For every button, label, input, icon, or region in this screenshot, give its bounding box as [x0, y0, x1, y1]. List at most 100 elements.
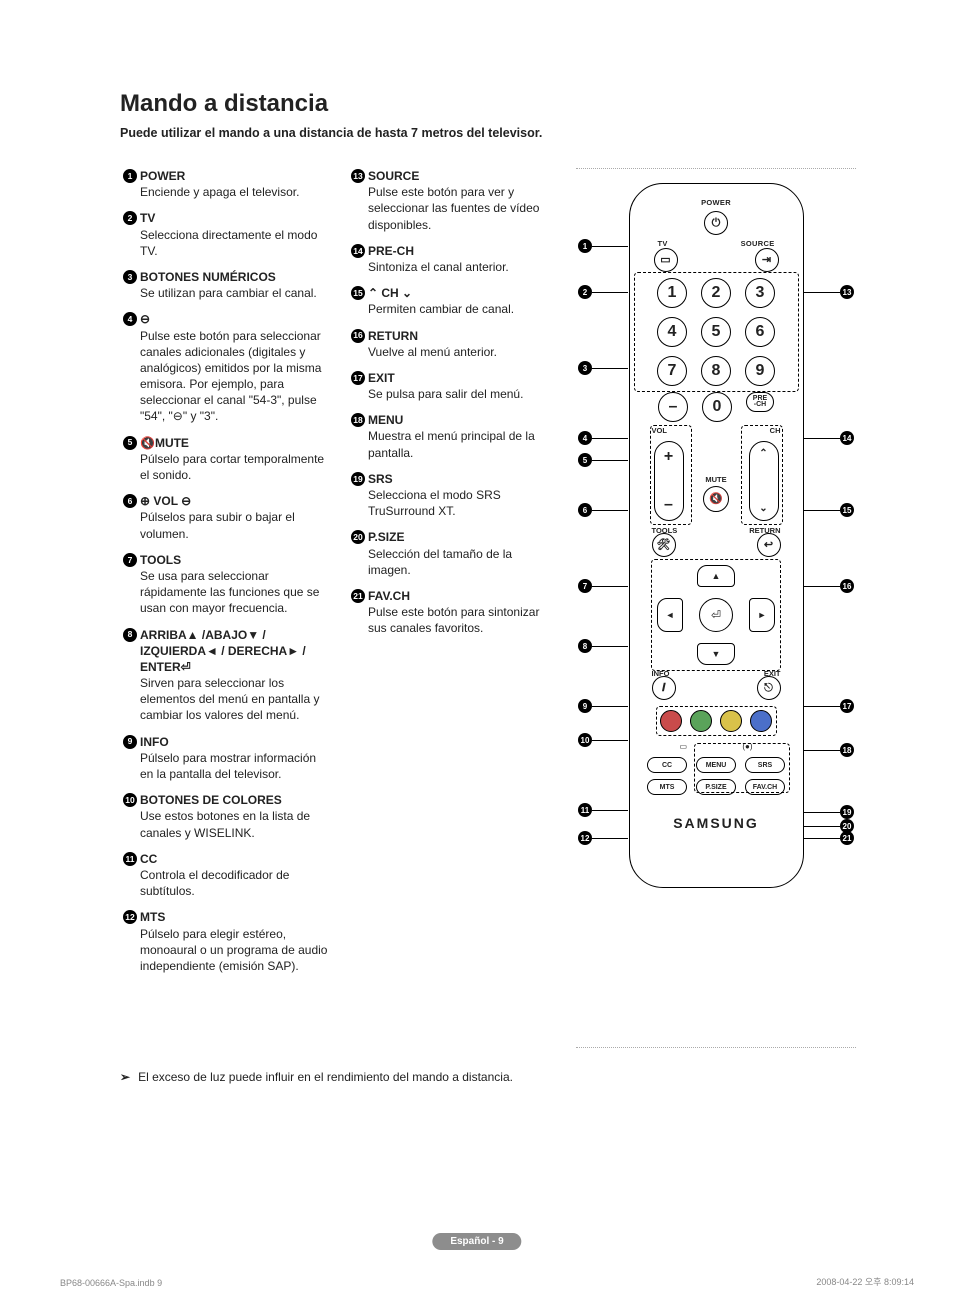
item-label: TV	[140, 211, 155, 225]
callout-7: 7	[578, 579, 592, 593]
exit-button[interactable]: ⎋	[757, 676, 781, 700]
item-desc: Permiten cambiar de canal.	[368, 302, 514, 316]
item-label: FAV.CH	[368, 589, 410, 603]
item-desc: Enciende y apaga el televisor.	[140, 185, 299, 199]
definition-item: 17EXITSe pulsa para salir del menú.	[348, 370, 548, 402]
source-button[interactable]: ⇥	[755, 248, 779, 272]
definition-item: 8 ARRIBA▲ /ABAJO▼ / IZQUIERDA◄ / DERECHA…	[120, 627, 330, 724]
leader-line	[592, 706, 628, 707]
power-button[interactable]: ⏻	[704, 211, 728, 235]
item-number: 17	[348, 370, 368, 386]
color-dashbox	[656, 706, 777, 736]
item-label: SRS	[368, 472, 393, 486]
leader-line	[804, 838, 840, 839]
menu-dashbox	[694, 743, 790, 793]
item-number: 4	[120, 311, 140, 327]
return-button[interactable]: ↩	[757, 533, 781, 557]
item-desc: Sirven para seleccionar los elementos de…	[140, 676, 319, 722]
item-label: ⊕ VOL ⊖	[140, 494, 191, 508]
item-desc: Púlselo para cortar temporalmente el son…	[140, 452, 324, 482]
item-label: ⊖	[140, 312, 150, 326]
brand-label: SAMSUNG	[640, 815, 793, 831]
definition-item: 3BOTONES NUMÉRICOSSe utilizan para cambi…	[120, 269, 330, 301]
leader-line	[804, 586, 840, 587]
definition-item: 14PRE-CHSintoniza el canal anterior.	[348, 243, 548, 275]
item-label: RETURN	[368, 329, 418, 343]
prech-button[interactable]: PRE-CH	[746, 392, 774, 412]
item-desc: Controla el decodificador de subtítulos.	[140, 868, 289, 898]
power-label: POWER	[640, 198, 793, 207]
info-button[interactable]: 𝒊	[652, 676, 676, 700]
callout-10: 10	[578, 733, 592, 747]
item-label: CC	[140, 852, 157, 866]
dpad-down[interactable]: ▼	[697, 643, 735, 665]
definition-item: 12MTSPúlselo para elegir estéreo, monoau…	[120, 909, 330, 974]
item-desc: Púlselo para mostrar información en la p…	[140, 751, 316, 781]
item-label: BOTONES DE COLORES	[140, 793, 282, 807]
dash-button[interactable]: –	[658, 392, 688, 422]
definition-item: 18MENUMuestra el menú principal de la pa…	[348, 412, 548, 461]
leader-line	[592, 438, 628, 439]
content-row: 1POWEREnciende y apaga el televisor.2TVS…	[120, 168, 894, 1048]
leader-line	[592, 368, 628, 369]
item-desc: Sintoniza el canal anterior.	[368, 260, 509, 274]
callout-14: 14	[840, 431, 854, 445]
cc-button[interactable]: CC	[647, 757, 687, 773]
page-subtitle: Puede utilizar el mando a una distancia …	[120, 126, 894, 140]
item-label: TOOLS	[140, 553, 181, 567]
dpad-left[interactable]: ◄	[657, 598, 683, 632]
item-desc: Se usa para seleccionar rápidamente las …	[140, 569, 319, 615]
item-desc: Se pulsa para salir del menú.	[368, 387, 523, 401]
callout-6: 6	[578, 503, 592, 517]
digit-0[interactable]: 0	[702, 392, 732, 422]
tools-button[interactable]: 🛠	[652, 533, 676, 557]
leader-line	[804, 706, 840, 707]
item-number: 21	[348, 588, 368, 604]
item-label: PRE-CH	[368, 244, 414, 258]
leader-line	[804, 438, 840, 439]
item-number: 5	[120, 435, 140, 451]
item-number: 6	[120, 493, 140, 509]
item-desc: Selecciona directamente el modo TV.	[140, 228, 317, 258]
item-desc: Pulse este botón para seleccionar canale…	[140, 329, 321, 424]
item-desc: Púlselos para subir o bajar el volumen.	[140, 510, 295, 540]
leader-line	[592, 838, 628, 839]
number-pad: 1 2 3 4 5 6 7 8 9	[640, 278, 793, 386]
callout-4: 4	[578, 431, 592, 445]
item-number: 8	[120, 627, 140, 643]
definition-item: 20P.SIZESelección del tamaño de la image…	[348, 529, 548, 578]
enter-button[interactable]: ⏎	[699, 598, 733, 632]
item-desc: Selección del tamaño de la imagen.	[368, 547, 512, 577]
item-number: 12	[120, 909, 140, 925]
note-text: El exceso de luz puede influir en el ren…	[138, 1070, 513, 1084]
leader-line	[804, 292, 840, 293]
definition-item: 1POWEREnciende y apaga el televisor.	[120, 168, 330, 200]
item-number: 11	[120, 851, 140, 867]
definition-item: 4⊖ Pulse este botón para seleccionar cana…	[120, 311, 330, 424]
source-label: SOURCE	[741, 239, 775, 248]
item-desc: Use estos botones en la lista de canales…	[140, 809, 310, 839]
remote-panel: POWER ⏻ TV SOURCE ▭ ⇥ 1 2 3 4	[576, 168, 856, 1048]
remote-body: POWER ⏻ TV SOURCE ▭ ⇥ 1 2 3 4	[629, 183, 804, 888]
item-label: MENU	[368, 413, 403, 427]
item-number: 15	[348, 285, 368, 301]
callout-18: 18	[840, 743, 854, 757]
callout-2: 2	[578, 285, 592, 299]
dpad-up[interactable]: ▲	[697, 565, 735, 587]
leader-line	[592, 810, 628, 811]
tv-button[interactable]: ▭	[654, 248, 678, 272]
leader-line	[592, 246, 628, 247]
callout-11: 11	[578, 803, 592, 817]
leader-line	[804, 510, 840, 511]
vol-dashbox	[650, 425, 692, 525]
dpad-right[interactable]: ►	[749, 598, 775, 632]
leader-line	[592, 460, 628, 461]
leader-line	[592, 510, 628, 511]
item-label: 🔇MUTE	[140, 436, 189, 450]
callout-12: 12	[578, 831, 592, 845]
callout-19: 19	[840, 805, 854, 819]
item-number: 2	[120, 210, 140, 226]
definition-item: 15⌃ CH ⌄Permiten cambiar de canal.	[348, 285, 548, 317]
note-row: ➢ El exceso de luz puede influir en el r…	[120, 1070, 894, 1084]
mts-button[interactable]: MTS	[647, 779, 687, 795]
